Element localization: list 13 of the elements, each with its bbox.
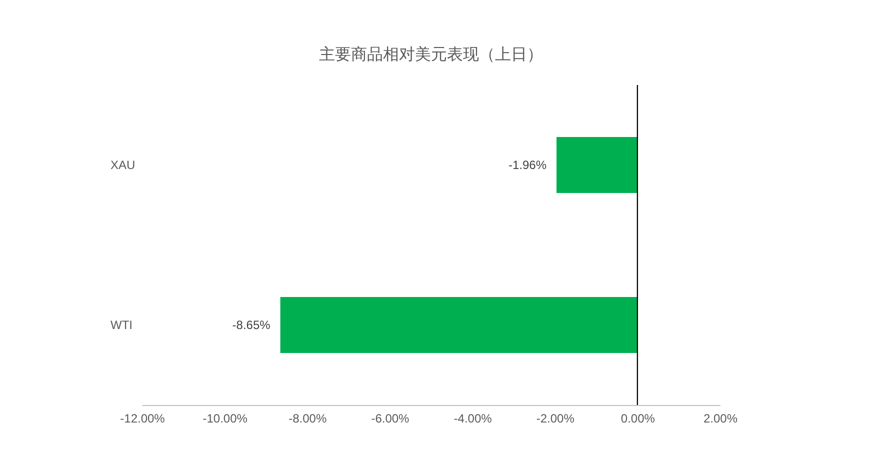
x-tick-label: -4.00% [454, 412, 492, 426]
data-label: -1.96% [508, 158, 547, 172]
x-tick-label: 0.00% [620, 412, 656, 426]
x-tick-label: 2.00% [703, 412, 738, 426]
x-tick-label: -10.00% [202, 412, 248, 426]
data-label: -8.65% [232, 318, 271, 332]
chart-title: 主要商品相对美元表现（上日） [319, 46, 543, 64]
x-tick-label: -12.00% [120, 412, 166, 426]
y-tick-label: WTI [110, 318, 132, 332]
x-tick-label: -2.00% [536, 412, 575, 426]
x-tick-label: -8.00% [288, 412, 327, 426]
x-tick-label: -6.00% [371, 412, 410, 426]
y-tick-label: XAU [110, 158, 136, 172]
